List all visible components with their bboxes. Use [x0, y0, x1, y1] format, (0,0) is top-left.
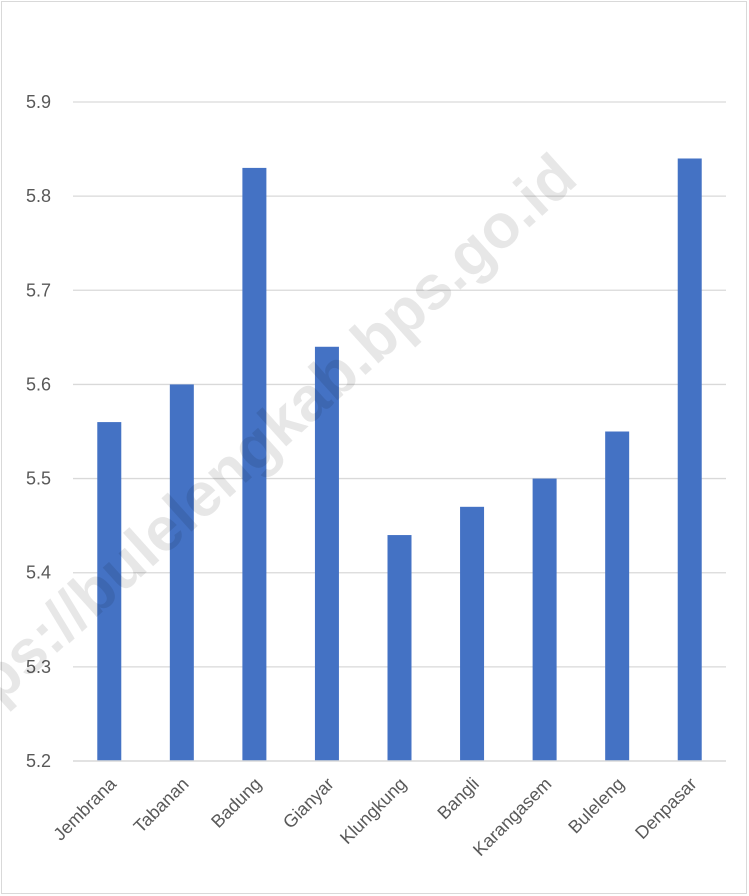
y-tick-label: 5.3	[26, 657, 51, 677]
x-tick-label: Klungkung	[336, 774, 410, 848]
watermark: https://bulelengkab.bps.go.id	[0, 141, 589, 768]
bars	[97, 158, 702, 762]
x-tick-label: Buleleng	[564, 774, 628, 838]
bar-gianyar	[314, 346, 339, 761]
y-tick-label: 5.2	[26, 751, 51, 771]
y-axis-tick-labels: 5.2 5.3 5.4 5.5 5.6 5.7 5.8 5.9	[26, 92, 51, 771]
y-tick-label: 5.7	[26, 280, 51, 300]
x-tick-label: Gianyar	[279, 774, 338, 833]
bar-karangasem	[532, 478, 557, 761]
y-tick-label: 5.9	[26, 92, 51, 112]
y-tick-label: 5.6	[26, 374, 51, 394]
bar-tabanan	[169, 384, 194, 761]
x-tick-label: Karangasem	[469, 774, 555, 860]
x-tick-label: Denpasar	[631, 774, 700, 843]
bar-buleleng	[605, 431, 630, 761]
x-tick-label: Jembrana	[49, 773, 120, 844]
y-tick-label: 5.4	[26, 563, 51, 583]
y-tick-label: 5.5	[26, 469, 51, 489]
y-tick-label: 5.8	[26, 186, 51, 206]
x-tick-label: Badung	[207, 774, 265, 832]
bar-jembrana	[97, 422, 122, 761]
x-tick-label: Bangli	[433, 774, 483, 824]
bar-klungkung	[387, 535, 412, 761]
x-tick-label: Tabanan	[130, 774, 193, 837]
bar-badung	[242, 167, 267, 761]
bar-bangli	[460, 506, 485, 761]
bar-denpasar	[677, 158, 702, 762]
